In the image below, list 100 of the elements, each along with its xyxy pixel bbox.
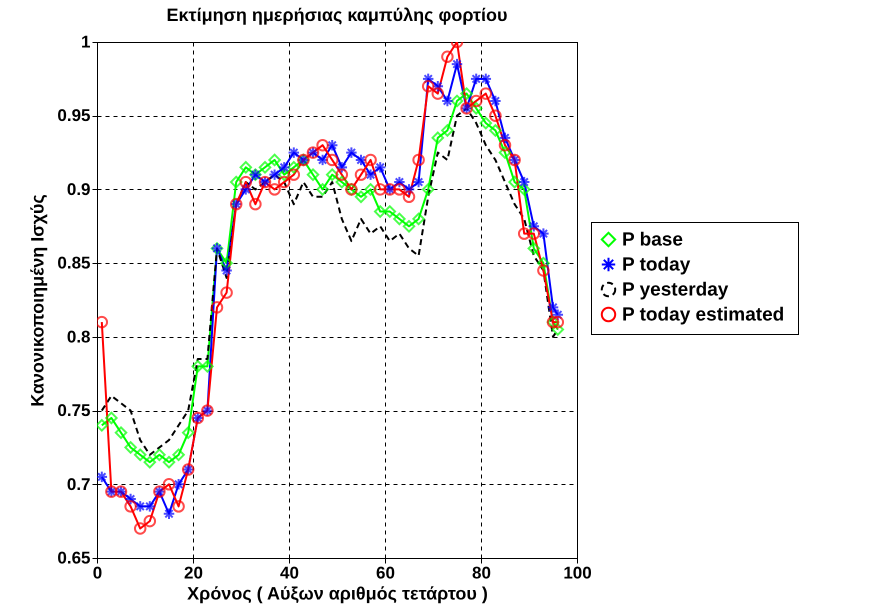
chart-title: Εκτίμηση ημερήσιας καμπύλης φορτίου xyxy=(166,5,508,25)
point xyxy=(470,102,482,115)
point xyxy=(432,87,444,100)
point xyxy=(306,168,320,181)
point xyxy=(134,448,146,462)
point xyxy=(498,146,512,159)
point xyxy=(518,227,530,240)
point xyxy=(220,286,233,299)
point xyxy=(489,109,502,122)
point xyxy=(288,168,300,181)
point xyxy=(153,448,166,462)
point xyxy=(422,183,434,196)
x-tick-label: 0 xyxy=(92,564,102,582)
point xyxy=(402,190,416,204)
point xyxy=(162,478,176,491)
x-tick-label: 40 xyxy=(280,564,299,582)
point xyxy=(288,161,300,174)
legend-label: P today estimated xyxy=(622,304,784,326)
point xyxy=(441,124,454,137)
point xyxy=(316,154,329,166)
y-tick-label: 0.75 xyxy=(57,401,90,420)
point xyxy=(124,492,137,506)
point xyxy=(528,220,540,233)
point xyxy=(402,220,416,233)
point xyxy=(326,168,338,181)
point xyxy=(354,190,368,204)
point xyxy=(144,514,156,528)
point xyxy=(432,132,444,144)
point xyxy=(470,94,482,108)
point xyxy=(345,146,358,159)
point xyxy=(144,456,156,468)
point xyxy=(326,138,338,152)
point xyxy=(393,183,406,196)
point xyxy=(258,161,272,174)
point xyxy=(336,168,348,181)
y-tick-label: 0.7 xyxy=(66,474,90,494)
point xyxy=(278,176,290,188)
x-axis-title: Χρόνος ( Αύξων αριθμός τετάρτου ) xyxy=(187,584,488,604)
y-tick-label: 0.8 xyxy=(66,327,90,346)
point xyxy=(288,146,300,159)
point xyxy=(480,116,492,130)
x-tick-label: 60 xyxy=(376,564,395,582)
point xyxy=(393,212,406,226)
point xyxy=(192,360,204,373)
point xyxy=(124,500,137,513)
x-tick-label: 100 xyxy=(563,564,592,582)
point xyxy=(552,323,564,336)
point xyxy=(537,227,550,240)
point xyxy=(537,256,550,270)
point xyxy=(432,80,444,92)
point xyxy=(508,176,521,188)
point xyxy=(336,161,348,174)
point xyxy=(498,138,512,152)
point xyxy=(364,154,377,166)
point xyxy=(268,183,281,196)
point xyxy=(182,426,194,439)
point xyxy=(97,316,108,328)
point xyxy=(172,448,185,462)
point xyxy=(114,426,128,439)
point xyxy=(220,256,233,270)
x-tick-label: 80 xyxy=(472,564,491,582)
point xyxy=(480,87,492,100)
y-tick-label: 1 xyxy=(81,32,90,52)
y-axis-title: Κανονικοποιημένη Ισχύς xyxy=(27,194,48,407)
point xyxy=(201,360,214,373)
x-tick-label: 20 xyxy=(184,564,203,582)
y-tick-label: 0.65 xyxy=(57,548,90,568)
point xyxy=(518,183,530,196)
point xyxy=(489,94,502,108)
point xyxy=(316,183,329,196)
legend-label: P today xyxy=(622,254,691,276)
point xyxy=(528,227,540,240)
point xyxy=(450,94,464,108)
point xyxy=(210,301,224,314)
point xyxy=(124,441,137,454)
point xyxy=(134,522,146,535)
point xyxy=(97,470,108,484)
y-tick-label: 0.85 xyxy=(57,254,90,273)
point xyxy=(537,264,550,277)
point xyxy=(240,161,252,174)
point xyxy=(172,500,185,513)
point xyxy=(316,138,329,152)
point xyxy=(97,419,108,432)
point xyxy=(172,478,185,491)
point xyxy=(489,124,502,137)
point xyxy=(552,316,564,328)
point xyxy=(552,308,564,321)
point xyxy=(240,176,252,188)
legend-label: P base xyxy=(622,230,683,250)
point xyxy=(374,183,386,196)
point xyxy=(518,176,530,188)
point xyxy=(364,183,377,196)
point xyxy=(412,212,425,226)
point xyxy=(441,50,454,63)
y-tick-label: 0.9 xyxy=(66,180,90,199)
point xyxy=(546,301,560,314)
point xyxy=(354,154,368,166)
point xyxy=(441,94,454,108)
point xyxy=(268,154,281,166)
point xyxy=(336,176,348,188)
